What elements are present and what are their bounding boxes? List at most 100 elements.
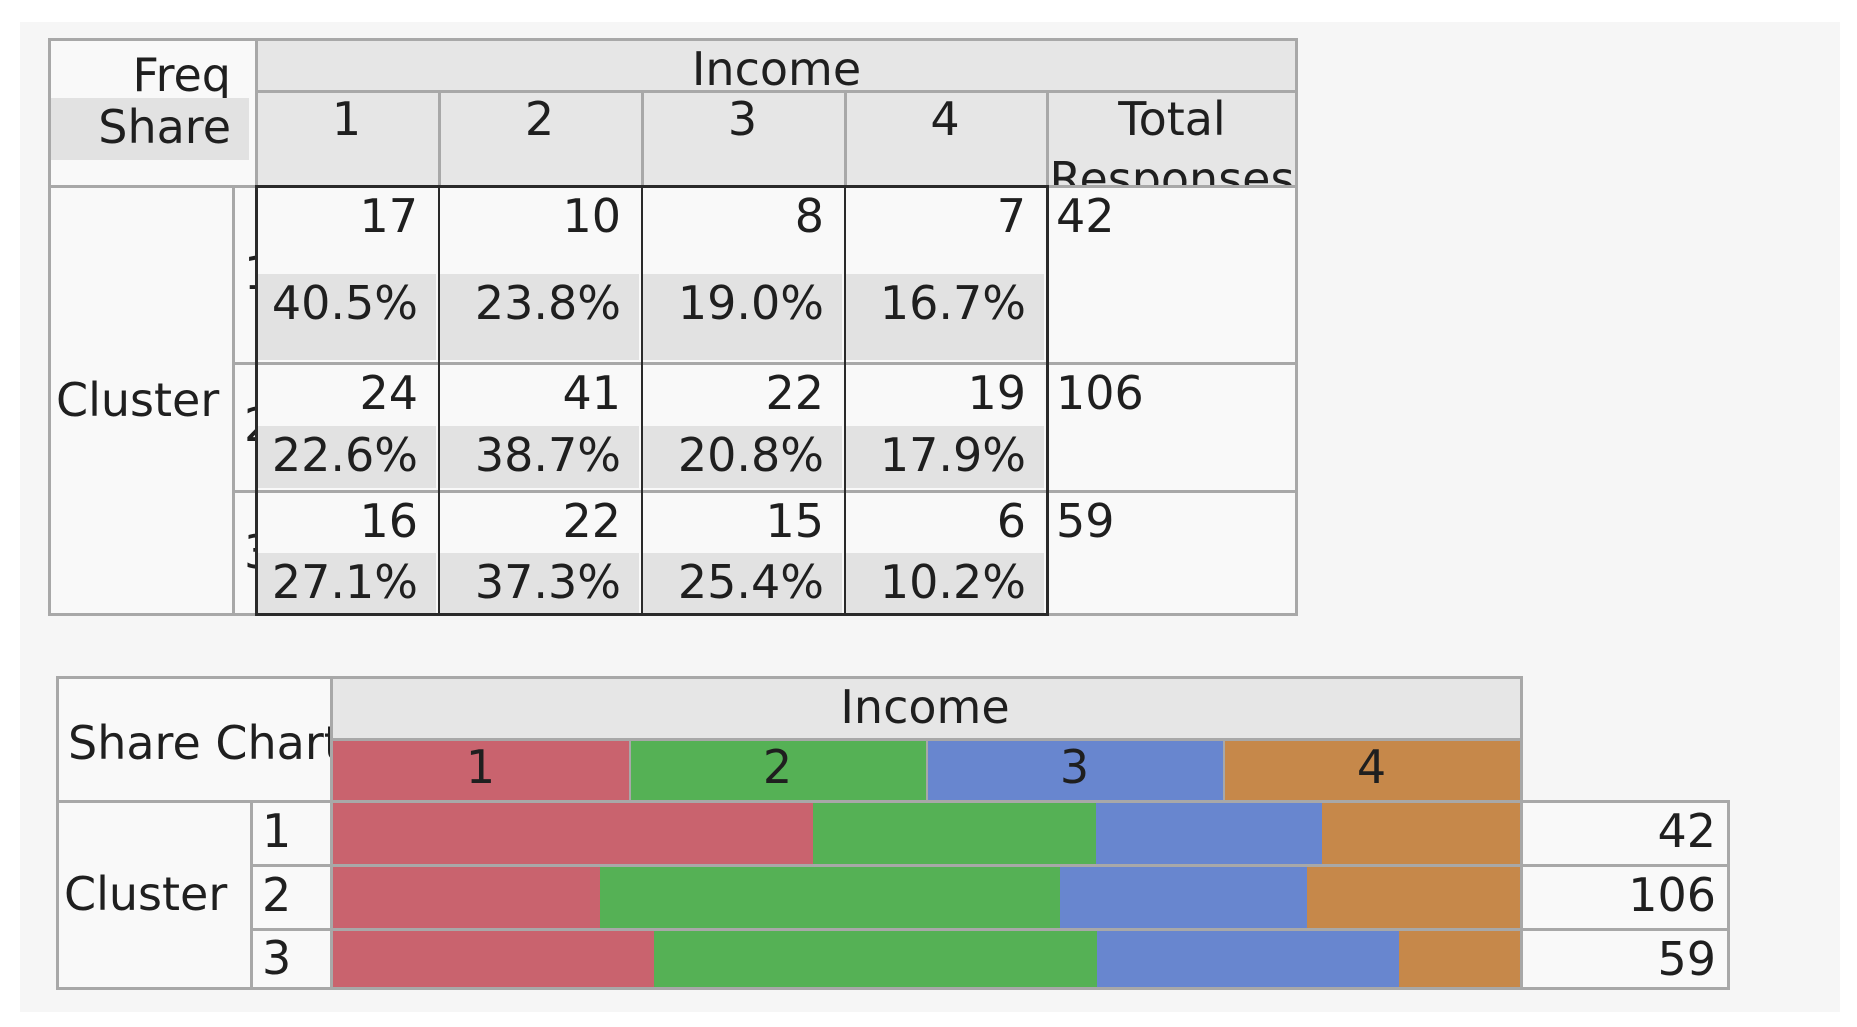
freq-share-cell: 40.5% 17 — [255, 185, 438, 362]
grid-line — [641, 90, 644, 185]
legend-swatch-3: 3 — [926, 738, 1223, 800]
freq-value: 41 — [562, 366, 621, 420]
grid-line — [1046, 90, 1049, 185]
income-level-header-1: 1 — [255, 90, 438, 185]
grid-line — [330, 738, 1520, 741]
share-value: 23.8% — [474, 275, 621, 330]
income-level-header-3: 3 — [641, 90, 844, 185]
legend-label: 2 — [762, 740, 793, 794]
share-chart-total: 59 — [1657, 932, 1716, 986]
freq-share-cell: 37.3% 22 — [438, 490, 641, 616]
share-cell-bg: 19.0% — [643, 273, 842, 360]
share-chart-income-header: Income — [330, 676, 1520, 738]
bar-segment-cluster1-income2 — [813, 803, 1096, 864]
share-chart-row-level: 1 — [262, 804, 292, 858]
total-cell: 106 — [1046, 362, 1298, 490]
freq-value: 8 — [794, 189, 824, 243]
freq-share-cell: 27.1% 16 — [255, 490, 438, 616]
total-cell: 42 — [1046, 185, 1298, 362]
bar-segment-cluster3-income3 — [1097, 931, 1399, 990]
share-chart-row-level: 2 — [262, 868, 292, 922]
income-level-label: 4 — [930, 92, 960, 146]
share-chart-border-right — [1727, 800, 1730, 990]
bar-segment-cluster3-income2 — [653, 931, 1098, 990]
bar-segment-cluster3-income4 — [1398, 931, 1520, 990]
table-border-left — [48, 38, 51, 616]
freq-share-cell: 10.2% 6 — [844, 490, 1046, 616]
share-chart-row-label-3: 3 — [250, 928, 330, 990]
share-chart-border-bottom — [56, 987, 1730, 990]
total-cell: 59 — [1046, 490, 1298, 616]
cluster-row-label-3: 3 — [232, 490, 273, 616]
cluster-label: Cluster — [56, 372, 220, 427]
freq-share-cell: 25.4% 15 — [641, 490, 844, 616]
share-cell-bg: 25.4% — [643, 553, 842, 614]
share-cell-bg: 37.3% — [440, 553, 639, 614]
bar-segment-cluster2-income2 — [600, 867, 1061, 928]
grid-line — [56, 800, 1730, 803]
legend-swatch-1: 1 — [332, 738, 629, 800]
freq-share-cell: 22.6% 24 — [255, 362, 438, 490]
cluster-header: Cluster — [48, 185, 232, 616]
data-block-outline — [255, 613, 1049, 616]
share-cell-bg: 38.7% — [440, 426, 639, 488]
freq-share-cell: 16.7% 7 — [844, 185, 1046, 362]
freq-value: 15 — [765, 494, 824, 548]
freq-value: 24 — [359, 366, 418, 420]
share-chart-total: 106 — [1628, 868, 1716, 922]
income-level-header-4: 4 — [844, 90, 1046, 185]
share-value: 37.3% — [474, 555, 621, 609]
legend-label: 1 — [465, 740, 496, 794]
share-value: 10.2% — [879, 555, 1026, 609]
legend-label: 3 — [1059, 740, 1090, 794]
grid-line — [250, 800, 253, 990]
grid-line — [438, 90, 441, 185]
freq-share-cell: 17.9% 19 — [844, 362, 1046, 490]
total-value: 106 — [1056, 366, 1144, 420]
legend-label: 4 — [1356, 740, 1387, 794]
share-chart-corner: Share Chart — [56, 676, 342, 800]
grid-line — [1520, 676, 1523, 990]
share-chart-row-label-1: 1 — [250, 800, 330, 864]
grid-line — [250, 864, 1730, 867]
total-header-line1: Total — [1118, 92, 1226, 146]
grid-line — [232, 490, 1298, 493]
share-chart-total-cell: 106 — [1520, 864, 1730, 928]
corner-header: Freq Share — [48, 38, 255, 185]
share-chart-label: Share Chart — [68, 716, 342, 770]
table-border-right — [1295, 38, 1298, 616]
bar-segment-cluster1-income4 — [1321, 803, 1520, 864]
data-block-outline — [1046, 185, 1049, 616]
grid-line — [926, 738, 928, 800]
share-chart-total-cell: 42 — [1520, 800, 1730, 864]
share-value: 19.0% — [677, 275, 824, 330]
grid-line — [255, 90, 1298, 93]
data-block-outline — [255, 185, 258, 616]
total-value: 42 — [1056, 189, 1115, 243]
share-cell-bg: 27.1% — [257, 553, 436, 614]
share-chart-row-label-2: 2 — [250, 864, 330, 928]
share-value: 25.4% — [677, 555, 824, 609]
share-value: 22.6% — [271, 428, 418, 482]
cluster-row-label-1: 1 — [232, 185, 273, 362]
income-level-label: 1 — [331, 92, 362, 146]
share-cell-bg: 40.5% — [257, 273, 436, 360]
share-value: 17.9% — [879, 428, 1026, 482]
freq-value: 7 — [996, 189, 1026, 243]
grid-line — [330, 676, 333, 990]
cluster-row-label-2: 2 — [232, 362, 273, 490]
share-cell-bg: 16.7% — [846, 273, 1044, 360]
share-value: 27.1% — [271, 555, 418, 609]
share-value: 16.7% — [879, 275, 1026, 330]
income-header: Income — [255, 38, 1298, 92]
share-chart-border-top — [56, 676, 1520, 679]
freq-value: 19 — [967, 366, 1026, 420]
share-cell-bg: 17.9% — [846, 426, 1044, 488]
share-cell-bg: 10.2% — [846, 553, 1044, 614]
grid-line — [232, 185, 235, 616]
freq-value: 17 — [359, 189, 418, 243]
freq-value: 22 — [562, 494, 621, 548]
bar-segment-cluster2-income4 — [1307, 867, 1520, 928]
share-value: 38.7% — [474, 428, 621, 482]
income-level-label: 3 — [727, 92, 758, 146]
